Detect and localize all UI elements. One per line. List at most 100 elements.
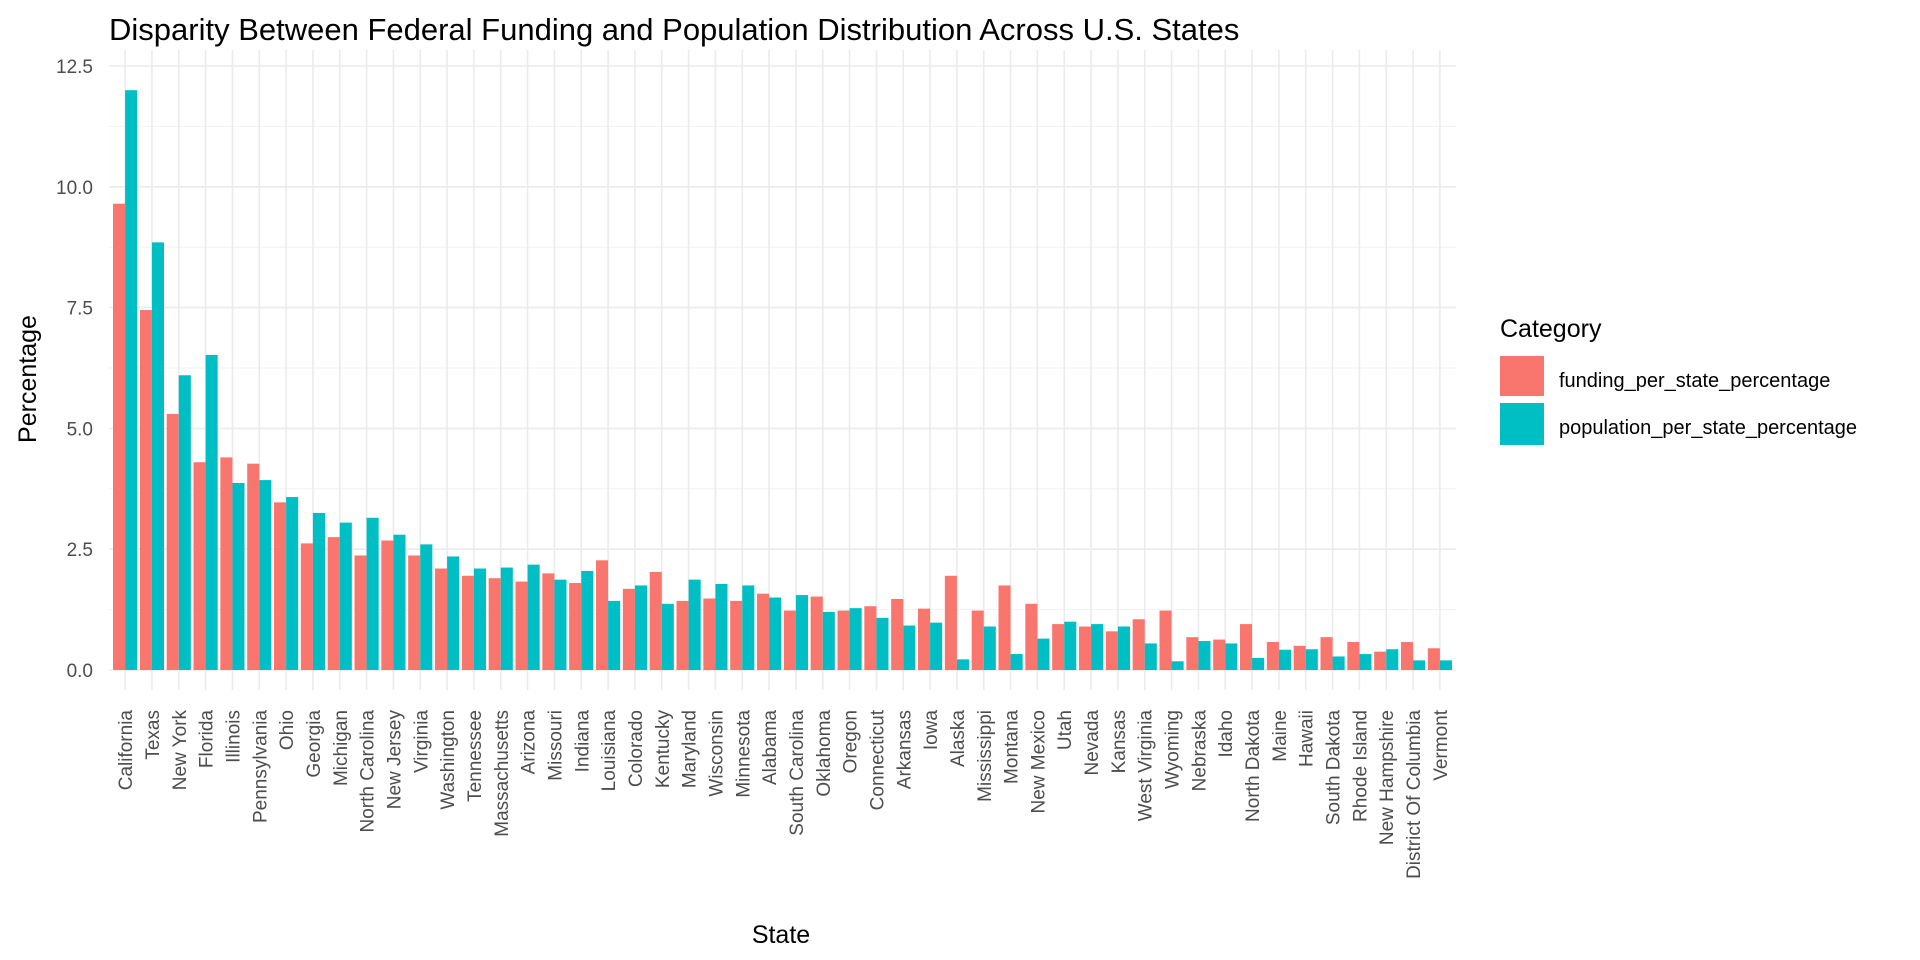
- bar-funding-wisconsin: [703, 598, 716, 670]
- bar-population-new-jersey: [393, 534, 406, 670]
- bar-funding-arizona: [515, 581, 528, 670]
- legend-label-population: population_per_state_percentage: [1559, 417, 1857, 439]
- bar-population-west-virginia: [1144, 643, 1157, 670]
- bars-layer: [113, 90, 1452, 670]
- bar-population-mississippi: [983, 626, 996, 670]
- bar-population-ohio: [286, 497, 299, 670]
- x-tick-label: South Carolina: [787, 710, 808, 836]
- bar-funding-alaska: [944, 575, 957, 670]
- bar-funding-iowa: [918, 608, 931, 670]
- bar-funding-maryland: [676, 600, 689, 670]
- bar-population-pennsylvania: [259, 480, 272, 670]
- x-tick-label: New York: [170, 710, 191, 791]
- bar-population-georgia: [312, 512, 325, 670]
- bar-population-tennessee: [473, 568, 486, 670]
- bar-funding-virginia: [408, 555, 421, 670]
- y-axis: 0.0 2.5 5.0 7.5 10.0 12.5: [56, 57, 93, 682]
- x-tick-label: Georgia: [304, 710, 325, 778]
- bar-funding-louisiana: [596, 560, 609, 670]
- bar-population-south-carolina: [795, 595, 808, 670]
- bar-funding-south-dakota: [1320, 637, 1333, 670]
- bar-population-new-mexico: [1037, 638, 1050, 670]
- x-tick-label: District Of Columbia: [1404, 710, 1425, 879]
- x-tick-label: Missouri: [545, 710, 566, 781]
- bar-funding-new-hampshire: [1374, 651, 1387, 670]
- legend-key-population: [1500, 403, 1544, 445]
- x-tick-label: North Dakota: [1243, 710, 1264, 822]
- bar-funding-michigan: [327, 537, 340, 670]
- bar-population-hawaii: [1305, 649, 1318, 670]
- x-tick-label: Mississippi: [975, 710, 996, 802]
- x-tick-label: Iowa: [921, 710, 942, 751]
- bar-population-oregon: [849, 608, 862, 670]
- x-tick-label: Alabama: [760, 710, 781, 785]
- bar-funding-oregon: [837, 610, 850, 670]
- bar-population-nebraska: [1198, 641, 1211, 670]
- x-tick-label: Kentucky: [653, 710, 674, 789]
- bar-population-louisiana: [608, 600, 621, 670]
- bar-funding-hawaii: [1293, 645, 1306, 670]
- x-tick-label: Colorado: [626, 710, 647, 787]
- bar-population-oklahoma: [822, 612, 835, 670]
- bar-funding-montana: [998, 585, 1011, 670]
- x-tick-label: Kansas: [1109, 710, 1130, 773]
- bar-population-maryland: [688, 579, 701, 670]
- bar-population-vermont: [1439, 660, 1452, 670]
- bar-population-wisconsin: [715, 583, 728, 670]
- x-tick-label: Maryland: [680, 710, 701, 788]
- bar-population-arizona: [527, 564, 540, 670]
- bar-population-new-hampshire: [1386, 649, 1399, 670]
- bar-funding-kansas: [1105, 631, 1118, 670]
- bar-funding-new-mexico: [1025, 603, 1038, 670]
- x-tick-label: Michigan: [331, 710, 352, 786]
- x-tick-label: Nebraska: [1189, 710, 1210, 792]
- bar-funding-oklahoma: [810, 596, 823, 670]
- bar-funding-ohio: [274, 502, 287, 670]
- bar-funding-minnesota: [730, 600, 743, 670]
- x-tick-label: Alaska: [948, 710, 969, 767]
- x-tick-label: Oklahoma: [814, 710, 835, 797]
- bar-funding-indiana: [569, 583, 582, 670]
- x-tick-label: New Hampshire: [1377, 710, 1398, 845]
- chart-title: Disparity Between Federal Funding and Po…: [109, 12, 1239, 47]
- bar-funding-california: [113, 203, 126, 670]
- x-axis-title: State: [752, 921, 810, 949]
- bar-funding-new-york: [166, 413, 179, 670]
- bar-funding-georgia: [300, 543, 313, 670]
- x-tick-label: Wisconsin: [706, 710, 727, 797]
- x-tick-label: Nevada: [1082, 710, 1103, 776]
- bar-funding-tennessee: [461, 575, 474, 670]
- bar-population-indiana: [581, 570, 594, 670]
- legend-label-funding: funding_per_state_percentage: [1559, 370, 1830, 392]
- bar-population-connecticut: [876, 617, 889, 670]
- x-tick-label: North Carolina: [358, 710, 379, 833]
- x-tick-label: Pennsylvania: [250, 710, 271, 823]
- x-tick-label: Arizona: [519, 710, 540, 775]
- bar-population-washington: [447, 556, 460, 670]
- bar-funding-florida: [193, 462, 206, 670]
- x-tick-label: Oregon: [841, 710, 862, 773]
- x-tick-label: Hawaii: [1297, 710, 1318, 767]
- bar-population-north-carolina: [366, 517, 379, 670]
- y-tick-label: 5.0: [67, 419, 93, 440]
- x-axis: California Texas New York Florida Illinois Pe…: [116, 709, 1452, 879]
- bar-population-massachusetts: [500, 567, 513, 670]
- bar-population-florida: [205, 354, 218, 670]
- x-tick-label: Rhode Island: [1350, 710, 1371, 822]
- bar-funding-new-jersey: [381, 540, 394, 670]
- bar-population-kentucky: [661, 603, 674, 670]
- bar-funding-vermont: [1427, 648, 1440, 670]
- bar-funding-south-carolina: [783, 610, 796, 670]
- bar-population-rhode-island: [1359, 654, 1372, 670]
- bar-population-texas: [151, 242, 164, 670]
- legend-key-funding: [1500, 356, 1544, 396]
- bar-population-minnesota: [742, 585, 755, 670]
- bar-population-wyoming: [1171, 661, 1184, 670]
- bar-population-district-of-columbia: [1413, 660, 1426, 670]
- x-tick-label: Arkansas: [894, 710, 915, 789]
- bar-population-virginia: [420, 544, 433, 670]
- bar-funding-wyoming: [1159, 610, 1172, 670]
- x-tick-label: Florida: [197, 710, 218, 769]
- bar-population-colorado: [634, 585, 647, 670]
- x-tick-label: Vermont: [1431, 709, 1452, 780]
